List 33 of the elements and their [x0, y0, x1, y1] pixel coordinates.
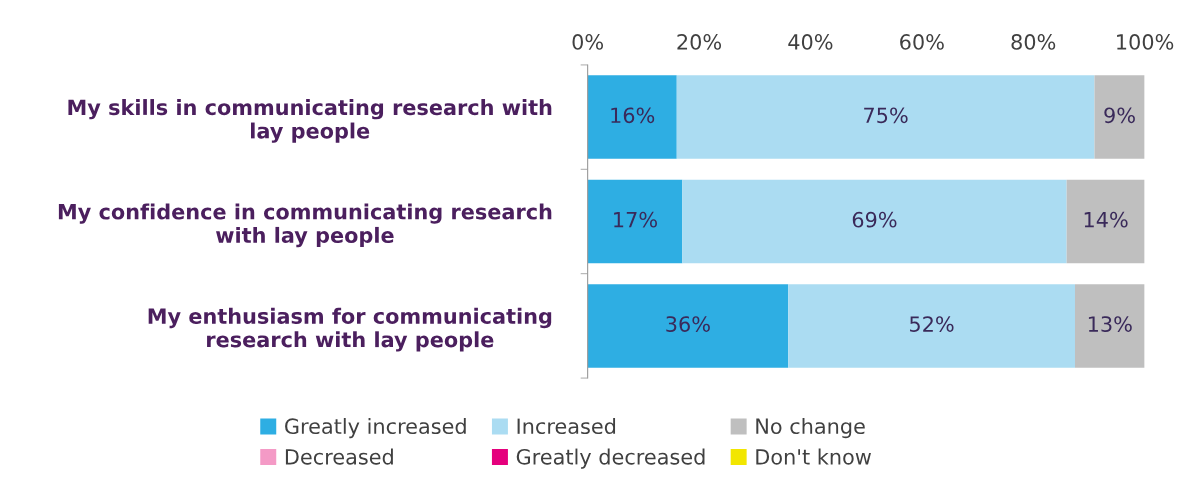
data-label: 52% [910, 316, 954, 332]
data-label: 69% [852, 211, 897, 228]
data-label: 17% [614, 211, 657, 228]
x-tick-label: 100% [1117, 34, 1174, 50]
legend-label: Increased [517, 417, 616, 435]
bar [676, 75, 1095, 159]
bar [587, 284, 789, 368]
legend-label: Decreased [285, 448, 393, 465]
bar [587, 179, 683, 264]
bar [788, 284, 1075, 368]
bar [1066, 179, 1145, 264]
data-label: 14% [1084, 211, 1128, 228]
data-label: 75% [864, 107, 908, 124]
x-tick-label: 20% [677, 34, 722, 50]
data-label: 16% [611, 107, 655, 124]
x-tick-label: 40% [788, 34, 833, 50]
legend-label: Greatly increased [285, 417, 466, 439]
y-tick-label: My confidence in communicating research with lay people [58, 203, 552, 248]
legend-label: Greatly decreased [516, 448, 705, 469]
y-tick-label: My skills in communicating research with lay people [68, 99, 552, 143]
bar [1094, 75, 1145, 159]
bar [1074, 284, 1145, 368]
data-label: 13% [1088, 316, 1132, 332]
bar [682, 179, 1067, 264]
legend-label: Don't know [756, 448, 871, 465]
bar [587, 75, 677, 159]
x-tick-label: 0% [572, 34, 604, 50]
data-label: 36% [666, 316, 710, 332]
y-tick-label: My enthusiasm for communicating research with lay people [148, 307, 552, 352]
x-tick-label: 80% [1011, 34, 1056, 50]
x-tick-label: 60% [900, 34, 944, 50]
data-label: 9% [1104, 107, 1135, 124]
legend-label: No change [756, 417, 865, 439]
